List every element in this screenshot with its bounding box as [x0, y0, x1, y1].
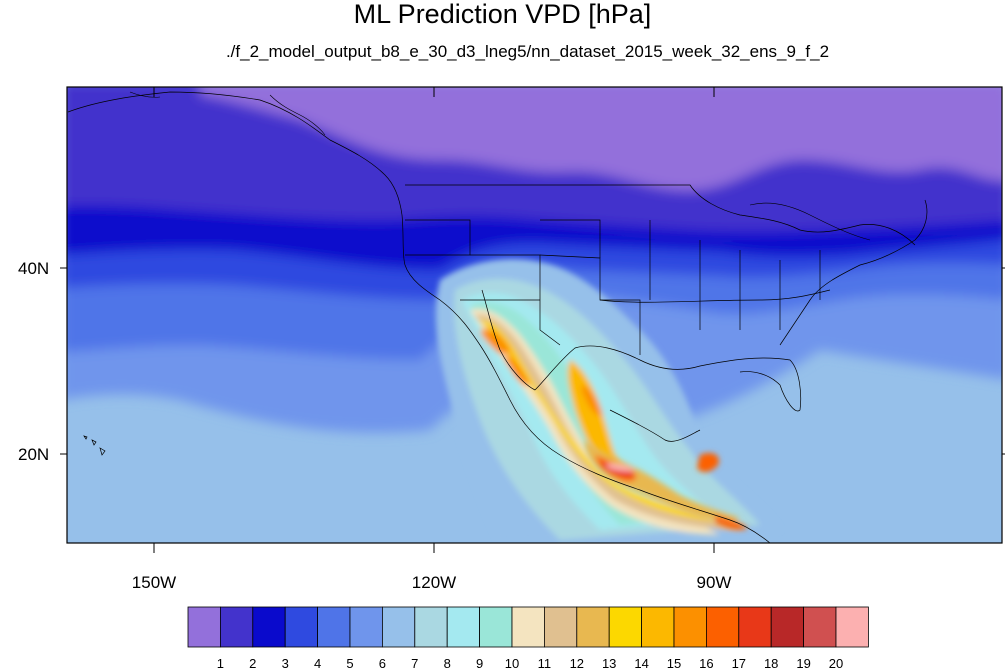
lon-label-150w: 150W: [132, 573, 176, 592]
colorbar-level-label: 11: [538, 656, 552, 671]
lat-label-40n: 40N: [18, 259, 49, 278]
field-level-20: [606, 463, 636, 472]
colorbar-swatch: [770, 606, 805, 648]
colorbar-swatch: [738, 606, 772, 648]
colorbar-level-label: 8: [444, 656, 451, 671]
colorbar-level-label: 5: [346, 656, 353, 671]
colorbar-swatch: [317, 606, 351, 648]
colorbar-level-label: 1: [217, 656, 224, 671]
field-level-17: [595, 453, 748, 530]
field-level-1: [200, 87, 1002, 191]
colorbar-swatch: [349, 606, 383, 648]
colorbar-level-label: 13: [602, 656, 616, 671]
colorbar-level-label: 20: [829, 656, 843, 671]
lon-label-120w: 120W: [412, 573, 456, 592]
colorbar-swatch: [608, 606, 643, 648]
colorbar-level-label: 9: [476, 656, 483, 671]
colorbar-swatch: [803, 606, 837, 648]
map-frame: [66, 86, 1003, 544]
colorbar-swatch: [673, 606, 707, 648]
axis-ticks: [60, 87, 1005, 553]
colorbar-swatch: [479, 606, 513, 648]
colorbar-level-label: 6: [379, 656, 386, 671]
colorbar: 1 2 3 4 5 6 7 8 9 10 11 12 13 14 15 16 17 18 19 20: [187, 606, 869, 671]
lon-label-90w: 90W: [697, 573, 732, 592]
map-subtitle: ./f_2_model_output_b8_e_30_d3_lneg5/nn_d…: [225, 42, 830, 61]
colorbar-level-label: 18: [764, 656, 778, 671]
field-level-13-south: [585, 440, 740, 522]
colorbar-swatch: [706, 606, 740, 648]
map-title: ML Prediction VPD [hPa]: [353, 0, 652, 29]
colorbar-level-label: 19: [796, 656, 810, 671]
colorbar-swatch: [414, 606, 448, 648]
colorbar-level-label: 3: [282, 656, 289, 671]
colorbar-swatch: [511, 606, 545, 648]
field-level-16: [480, 329, 603, 416]
field-level-15: [485, 325, 650, 487]
colorbar-swatch: [219, 606, 254, 648]
colorbar-swatch: [641, 606, 675, 648]
lat-label-20n: 20N: [18, 445, 49, 464]
map-plot-area: [67, 87, 1002, 543]
colorbar-level-label: 14: [634, 656, 648, 671]
colorbar-level-label: 17: [732, 656, 746, 671]
colorbar-level-label: 15: [667, 656, 681, 671]
colorbar-swatch: [835, 606, 869, 648]
colorbar-swatch: [544, 606, 578, 648]
colorbar-swatch: [252, 606, 286, 648]
colorbar-level-label: 16: [699, 656, 713, 671]
colorbar-swatch: [381, 606, 416, 648]
colorbar-level-label: 2: [249, 656, 256, 671]
colorbar-swatch: [187, 606, 221, 648]
colorbar-level-label: 10: [505, 656, 519, 671]
colorbar-swatch: [446, 606, 481, 648]
coastlines: [67, 91, 928, 543]
colorbar-swatch: [576, 606, 610, 648]
colorbar-level-label: 12: [570, 656, 584, 671]
coastline-details-north: [129, 91, 871, 241]
colorbar-level-label: 7: [411, 656, 418, 671]
colorbar-swatch: [284, 606, 319, 648]
colorbar-level-label: 4: [314, 656, 321, 671]
